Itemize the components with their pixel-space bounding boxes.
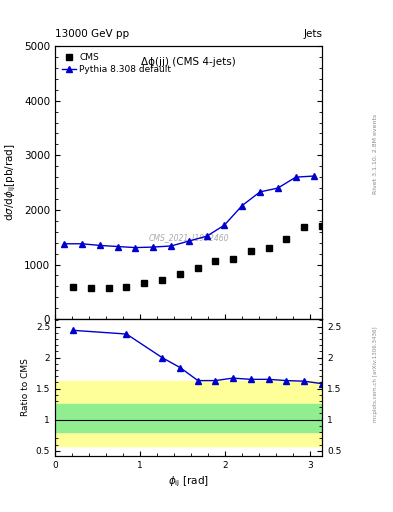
CMS <box>178 271 182 278</box>
X-axis label: $\phi_{\rm ij}$ [rad]: $\phi_{\rm ij}$ [rad] <box>168 475 209 489</box>
Pythia 8.308 default <box>97 242 102 248</box>
Pythia 8.308 default <box>311 173 316 179</box>
CMS <box>213 258 218 264</box>
Bar <box>55 381 322 446</box>
Text: Jets: Jets <box>303 29 322 39</box>
Text: Δϕ(jj) (CMS 4-jets): Δϕ(jj) (CMS 4-jets) <box>141 57 236 67</box>
CMS <box>160 277 165 283</box>
Pythia 8.308 default <box>204 233 209 239</box>
CMS <box>124 284 129 290</box>
Pythia 8.308 default <box>169 243 173 249</box>
Pythia 8.308 default <box>151 244 156 250</box>
Pythia 8.308 default <box>133 245 138 251</box>
Text: CMS_2021_I1932460: CMS_2021_I1932460 <box>149 233 229 242</box>
Pythia 8.308 default <box>62 241 66 247</box>
Pythia 8.308 default <box>258 189 263 195</box>
CMS <box>106 285 111 291</box>
Line: Pythia 8.308 default: Pythia 8.308 default <box>61 173 316 250</box>
Line: CMS: CMS <box>70 224 325 291</box>
Pythia 8.308 default <box>79 241 84 247</box>
Pythia 8.308 default <box>222 222 227 228</box>
CMS <box>248 248 253 254</box>
Pythia 8.308 default <box>187 238 191 244</box>
CMS <box>196 265 200 271</box>
Pythia 8.308 default <box>275 185 280 191</box>
Text: Rivet 3.1.10, 2.8M events: Rivet 3.1.10, 2.8M events <box>373 114 378 194</box>
CMS <box>88 285 93 291</box>
Text: 13000 GeV pp: 13000 GeV pp <box>55 29 129 39</box>
Y-axis label: Ratio to CMS: Ratio to CMS <box>21 358 30 416</box>
CMS <box>266 245 271 251</box>
Bar <box>55 404 322 432</box>
CMS <box>284 236 289 242</box>
Pythia 8.308 default <box>294 174 298 180</box>
Pythia 8.308 default <box>115 243 120 249</box>
CMS <box>320 223 325 229</box>
Pythia 8.308 default <box>240 202 244 208</box>
Legend: CMS, Pythia 8.308 default: CMS, Pythia 8.308 default <box>59 51 174 77</box>
Text: mcplots.cern.ch [arXiv:1306.3436]: mcplots.cern.ch [arXiv:1306.3436] <box>373 326 378 421</box>
CMS <box>70 284 75 290</box>
Y-axis label: d$\sigma$/d$\phi_{\rm ij}$[pb/rad]: d$\sigma$/d$\phi_{\rm ij}$[pb/rad] <box>4 144 18 221</box>
CMS <box>230 255 235 262</box>
CMS <box>142 280 147 286</box>
CMS <box>302 224 307 230</box>
